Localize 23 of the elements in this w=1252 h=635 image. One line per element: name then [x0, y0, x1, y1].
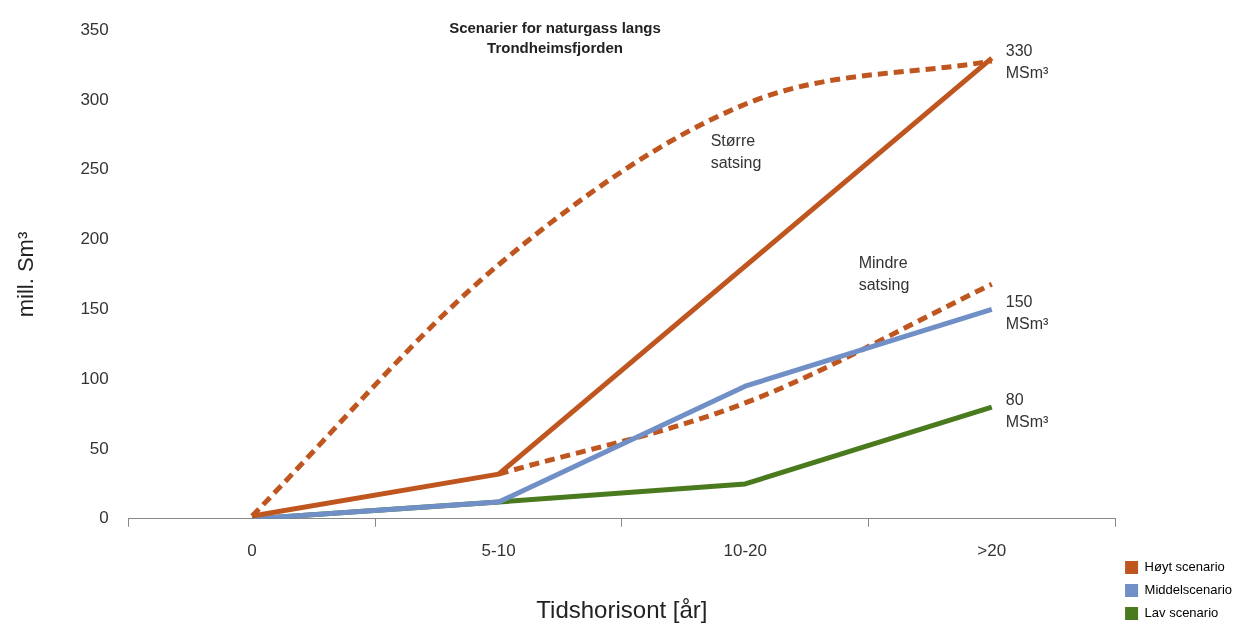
x-tick-label: 10-20 [723, 540, 767, 560]
x-axis-title: Tidshorisont [år] [536, 596, 708, 624]
legend-label: Høyt scenario [1144, 559, 1225, 575]
x-tick-label: 0 [247, 540, 257, 560]
y-tick-label: 100 [80, 368, 109, 388]
y-tick-label: 350 [80, 19, 109, 39]
y-tick-label: 0 [99, 508, 109, 528]
y-tick-label: 300 [80, 89, 109, 109]
y-tick-label: 50 [89, 438, 109, 458]
legend-label: Middelscenario [1144, 582, 1232, 598]
annotation: 80 MSm³ [1005, 390, 1050, 430]
annotation: 150 MSm³ [1005, 292, 1050, 332]
y-tick-label: 150 [80, 299, 109, 319]
y-tick-label: 250 [80, 159, 109, 179]
y-axis-title: mill. Sm³ [13, 231, 39, 318]
x-tick-label: >20 [977, 540, 1007, 560]
y-tick-label: 200 [80, 229, 109, 249]
legend-label: Lav scenario [1144, 605, 1219, 621]
chart-title: Scenarier for naturgass langs Trondheimsfjorden [448, 18, 662, 58]
annotation: Større satsing [710, 131, 762, 171]
x-tick-label: 5-10 [481, 540, 516, 560]
annotation: 330 MSm³ [1005, 41, 1050, 81]
annotation: Mindre satsing [858, 253, 910, 293]
